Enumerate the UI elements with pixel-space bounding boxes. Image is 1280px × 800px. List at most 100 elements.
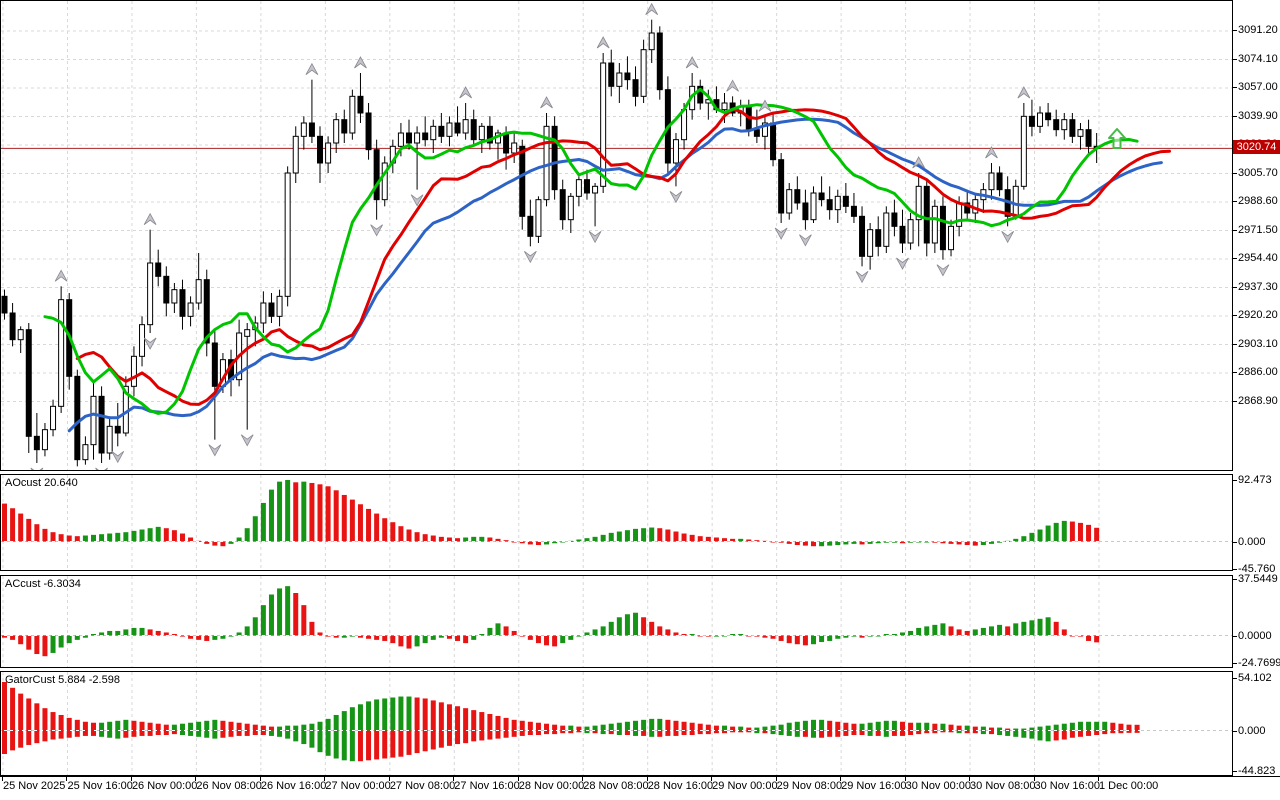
gator-lower-bar xyxy=(1013,730,1019,737)
time-axis-label: 26 Nov 08:00 xyxy=(196,780,262,792)
oscillator-bar xyxy=(398,635,404,647)
oscillator-bar xyxy=(608,532,614,542)
oscillator-bar xyxy=(34,524,40,542)
gator-lower-bar xyxy=(891,730,897,736)
gator-upper-bar xyxy=(1005,728,1011,731)
candle-bullish xyxy=(761,122,768,137)
ao-indicator-panel[interactable]: AOcust 20.640 xyxy=(0,474,1233,571)
oscillator-bar xyxy=(18,635,24,645)
fractal-down-icon xyxy=(370,224,383,237)
oscillator-bar xyxy=(535,541,541,546)
gator-upper-bar xyxy=(503,717,509,731)
gator-lower-bar xyxy=(867,730,873,736)
candle-bullish xyxy=(82,444,89,461)
gator-lower-bar xyxy=(535,730,541,736)
ac-indicator-panel[interactable]: ACcust -6.3034 xyxy=(0,575,1233,668)
gator-lower-bar xyxy=(398,730,404,757)
gator-lower-bar xyxy=(147,730,153,736)
time-axis[interactable]: 25 Nov 2025 25 Nov 16:00 26 Nov 00:00 26 No… xyxy=(0,776,1280,800)
candle-bullish xyxy=(90,395,97,446)
candle-bearish xyxy=(454,122,461,134)
oscillator-bar xyxy=(446,537,452,542)
oscillator-bar xyxy=(1045,525,1051,542)
gator-min-label: -44.823 xyxy=(1238,765,1276,777)
gator-upper-bar xyxy=(616,722,622,731)
oscillator-bar xyxy=(325,486,331,542)
gator-lower-bar xyxy=(204,730,210,738)
candle-bearish xyxy=(486,125,493,144)
candle-bearish xyxy=(964,202,971,214)
gator-upper-bar xyxy=(584,726,590,731)
gator-lower-bar xyxy=(932,730,938,734)
axis-tick xyxy=(1233,115,1237,117)
price-axis-label: 3005.70 xyxy=(1238,166,1278,179)
oscillator-bar xyxy=(228,541,234,544)
candle-bearish xyxy=(357,95,364,114)
candle-bearish xyxy=(656,32,663,91)
fractal-up-icon xyxy=(459,86,472,99)
price-axis[interactable]: 3091.203074.103057.003039.903022.803005.… xyxy=(1233,0,1280,777)
oscillator-bar xyxy=(1021,536,1027,542)
ac-indicator-canvas[interactable] xyxy=(1,576,1232,667)
gator-lower-bar xyxy=(479,730,485,741)
oscillator-bar xyxy=(260,605,266,636)
oscillator-bar xyxy=(90,633,96,636)
gator-upper-bar xyxy=(1053,724,1059,731)
candle-bearish xyxy=(996,172,1003,191)
price-chart-panel[interactable] xyxy=(0,0,1233,471)
gator-indicator-panel[interactable]: GatorCust 5.884 -2.598 xyxy=(0,671,1233,776)
candle-bearish xyxy=(551,125,558,191)
oscillator-bar xyxy=(366,508,372,542)
oscillator-bar xyxy=(42,635,48,657)
oscillator-bar xyxy=(1013,538,1019,542)
price-chart-canvas[interactable] xyxy=(1,1,1232,470)
gator-upper-bar xyxy=(268,726,274,731)
oscillator-bar xyxy=(277,481,283,542)
axis-tick xyxy=(1233,678,1237,679)
gator-lower-bar xyxy=(592,730,598,734)
oscillator-bar xyxy=(374,635,380,640)
oscillator-bar xyxy=(827,541,833,546)
vertical-gridlines xyxy=(2,475,1100,570)
gator-upper-bar xyxy=(1094,721,1100,731)
oscillator-bar xyxy=(268,594,274,636)
oscillator-bar xyxy=(932,541,938,543)
gator-upper-bar xyxy=(883,720,889,731)
gator-lower-bar xyxy=(2,730,7,754)
candle-bullish xyxy=(511,142,518,154)
oscillator-bar xyxy=(503,540,509,542)
candle-bullish xyxy=(1077,129,1084,137)
oscillator-bar xyxy=(228,635,234,637)
oscillator-bar xyxy=(34,635,40,655)
oscillator-bar xyxy=(843,635,849,638)
time-axis-tick xyxy=(517,777,519,781)
candle-bearish xyxy=(850,205,857,217)
gator-lower-bar xyxy=(511,730,517,737)
candle-bearish xyxy=(891,212,898,227)
gator-upper-bar xyxy=(624,721,630,731)
ao-indicator-canvas[interactable] xyxy=(1,475,1232,570)
oscillator-bar xyxy=(163,528,169,542)
candles xyxy=(1,19,1100,467)
candle-bearish xyxy=(203,279,210,344)
gator-upper-bar xyxy=(859,723,865,731)
gator-upper-bar xyxy=(188,722,194,731)
gator-upper-bar xyxy=(980,726,986,731)
gator-lower-bar xyxy=(1110,730,1116,734)
oscillator-bar xyxy=(131,627,137,636)
oscillator-bar xyxy=(641,617,647,636)
candle-bullish xyxy=(672,139,679,164)
oscillator-bar xyxy=(600,534,606,542)
oscillator-bar xyxy=(147,528,153,542)
oscillator-bar xyxy=(414,532,420,542)
gator-lower-bar xyxy=(1053,730,1059,741)
buy-signal-arrow-icon xyxy=(1108,128,1126,149)
fractal-down-icon xyxy=(95,467,108,470)
oscillator-bar xyxy=(82,535,88,542)
gator-indicator-canvas[interactable] xyxy=(1,672,1232,775)
gator-upper-bar xyxy=(730,726,736,731)
oscillator-bar xyxy=(487,537,493,542)
gator-lower-bar xyxy=(42,730,48,742)
oscillator-bar xyxy=(236,632,242,636)
oscillator-bar xyxy=(171,530,177,542)
